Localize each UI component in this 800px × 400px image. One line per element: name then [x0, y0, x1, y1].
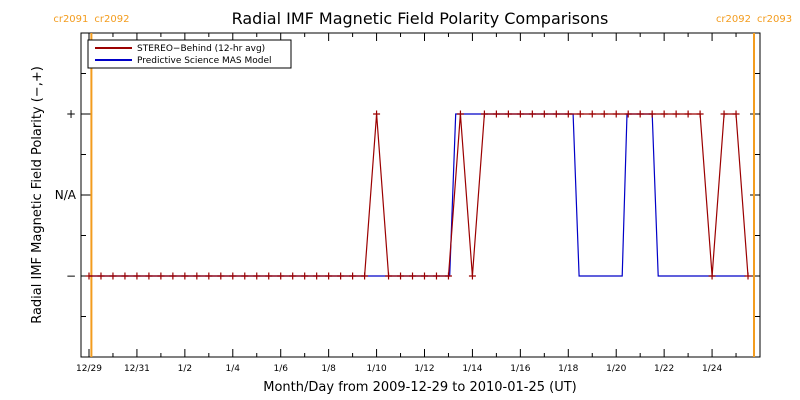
- series-line-mas-model: [89, 113, 746, 277]
- x-tick-label: 12/31: [124, 364, 150, 374]
- data-point-marker: [241, 272, 249, 280]
- data-point-marker: [385, 272, 393, 280]
- x-tick-label: 1/10: [366, 364, 386, 374]
- data-point-marker: [277, 272, 285, 280]
- carrington-rotation-lines: [90, 33, 756, 357]
- data-point-marker: [600, 110, 608, 118]
- data-point-marker: [612, 110, 620, 118]
- carrington-label-left: cr2091: [53, 14, 88, 25]
- data-point-marker: [648, 110, 656, 118]
- data-point-marker: [708, 272, 716, 280]
- data-point-marker: [624, 110, 632, 118]
- data-point-marker: [217, 272, 225, 280]
- series-layer: [85, 110, 752, 280]
- data-point-marker: [468, 272, 476, 280]
- carrington-label-right: cr2093: [757, 14, 792, 25]
- data-point-marker: [133, 272, 141, 280]
- data-point-marker: [480, 110, 488, 118]
- carrington-rotation-labels: cr2091 cr2092 cr2092 cr2093: [53, 14, 792, 25]
- legend-box: [87, 39, 292, 69]
- data-point-marker: [157, 272, 165, 280]
- y-tick-label: +: [66, 107, 76, 121]
- data-point-marker: [373, 110, 381, 118]
- data-point-marker: [325, 272, 333, 280]
- data-point-marker: [289, 272, 297, 280]
- x-tick-label: 1/22: [654, 364, 674, 374]
- data-point-marker: [720, 110, 728, 118]
- data-point-marker: [337, 272, 345, 280]
- data-point-marker: [492, 110, 500, 118]
- data-point-marker: [576, 110, 584, 118]
- data-point-marker: [169, 272, 177, 280]
- y-tick-label: −: [66, 269, 76, 283]
- legend-label-stereo: STEREO−Behind (12-hr avg): [137, 44, 265, 54]
- x-tick-label: 1/20: [606, 364, 626, 374]
- legend-label-model: Predictive Science MAS Model: [137, 56, 272, 66]
- data-point-marker: [684, 110, 692, 118]
- x-tick-label: 1/4: [226, 364, 241, 374]
- x-tick-label: 1/14: [462, 364, 482, 374]
- data-point-marker: [564, 110, 572, 118]
- x-tick-label: 1/24: [702, 364, 722, 374]
- x-tick-label: 1/16: [510, 364, 530, 374]
- data-point-marker: [97, 272, 105, 280]
- series-line-stereo-behind: [89, 113, 749, 277]
- chart-title: Radial IMF Magnetic Field Polarity Compa…: [232, 9, 609, 28]
- x-tick-label: 1/12: [414, 364, 434, 374]
- data-point-marker: [253, 272, 261, 280]
- data-point-marker: [313, 272, 321, 280]
- data-point-marker: [540, 110, 548, 118]
- y-axis-label: Radial IMF Magnetic Field Polarity (−,+): [30, 66, 45, 324]
- data-point-marker: [456, 110, 464, 118]
- x-tick-label: 12/29: [76, 364, 102, 374]
- data-point-marker: [205, 272, 213, 280]
- data-point-marker: [409, 272, 417, 280]
- data-point-marker: [349, 272, 357, 280]
- data-point-marker: [660, 110, 668, 118]
- data-point-marker: [193, 272, 201, 280]
- data-point-marker: [421, 272, 428, 280]
- x-tick-label: 1/2: [178, 364, 192, 374]
- data-point-marker: [85, 272, 93, 280]
- data-point-marker: [636, 110, 644, 118]
- data-point-marker: [528, 110, 536, 118]
- data-point-marker: [744, 272, 752, 280]
- data-point-marker: [432, 272, 440, 280]
- data-point-marker: [732, 110, 740, 118]
- data-point-marker: [516, 110, 524, 118]
- x-tick-label: 1/6: [273, 364, 288, 374]
- data-point-marker: [397, 272, 405, 280]
- data-point-marker: [265, 272, 273, 280]
- x-axis-label: Month/Day from 2009-12-29 to 2010-01-25 …: [263, 380, 576, 395]
- data-point-marker: [504, 110, 512, 118]
- data-point-marker: [588, 110, 596, 118]
- data-point-marker: [145, 272, 153, 280]
- data-point-marker: [361, 272, 369, 280]
- data-point-marker: [444, 272, 452, 280]
- data-point-marker: [672, 110, 680, 118]
- legend: STEREO−Behind (12-hr avg) Predictive Sci…: [87, 39, 292, 69]
- data-point-marker: [181, 272, 189, 280]
- x-tick-label: 1/18: [558, 364, 578, 374]
- plot-frame: [80, 32, 761, 358]
- data-point-marker: [229, 272, 237, 280]
- x-tick-label: 1/8: [321, 364, 336, 374]
- y-tick-label: N/A: [55, 188, 77, 202]
- x-axis-ticks: 12/29 12/31 1/2 1/4 1/6 1/8 1/10 1/12 1/14 1/16 1/…: [76, 33, 737, 374]
- y-axis-ticks: + N/A −: [55, 73, 760, 317]
- data-point-marker: [552, 110, 560, 118]
- data-point-marker: [109, 272, 117, 280]
- carrington-label-left: cr2092: [716, 14, 751, 25]
- data-point-marker: [696, 110, 704, 118]
- data-point-marker: [121, 272, 129, 280]
- carrington-label-right: cr2092: [94, 14, 129, 25]
- data-point-marker: [301, 272, 309, 280]
